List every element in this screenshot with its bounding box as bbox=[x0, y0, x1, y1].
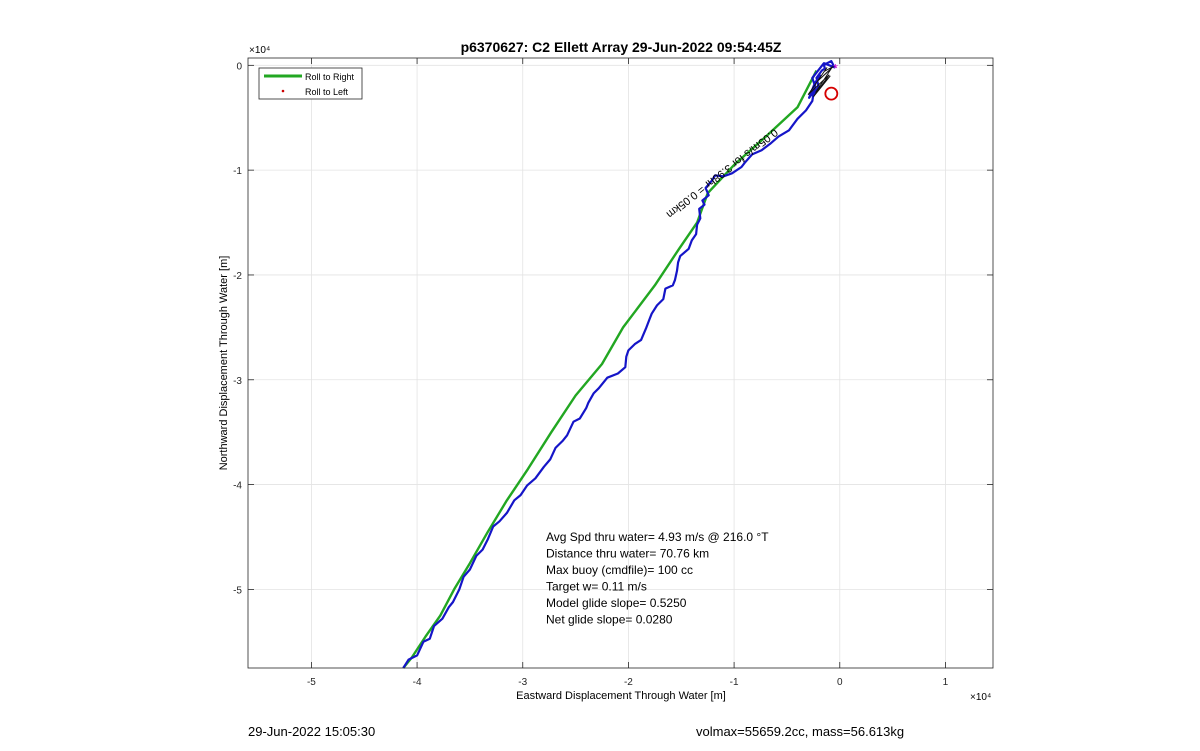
stats-line: Max buoy (cmdfile)= 100 cc bbox=[546, 563, 693, 577]
y-tick-label: -3 bbox=[233, 376, 242, 387]
legend-label-roll-left: Roll to Left bbox=[305, 87, 349, 97]
legend: Roll to Right Roll to Left bbox=[258, 67, 363, 100]
legend-swatch-roll-left bbox=[281, 89, 285, 93]
stats-line: Model glide slope= 0.5250 bbox=[546, 596, 687, 610]
x-tick-label: -2 bbox=[624, 677, 633, 688]
x-tick-label: 1 bbox=[943, 677, 949, 688]
footer-mass-info: volmax=55659.2cc, mass=56.613kg bbox=[696, 724, 905, 739]
x-tick-label: -4 bbox=[413, 677, 422, 688]
y-axis-label: Northward Displacement Through Water [m] bbox=[218, 256, 230, 471]
grid-lines bbox=[248, 58, 993, 668]
axes-background bbox=[248, 58, 993, 668]
x-tick-label: -1 bbox=[730, 677, 739, 688]
axes-box bbox=[247, 57, 994, 669]
legend-label-roll-right: Roll to Right bbox=[305, 72, 355, 82]
series-roll-to-right bbox=[402, 70, 818, 669]
x-axis-label: Eastward Displacement Through Water [m] bbox=[516, 690, 726, 702]
x-tick-label: 0 bbox=[837, 677, 843, 688]
stats-line: Avg Spd thru water= 4.93 m/s @ 216.0 °T bbox=[546, 530, 769, 544]
x-axis-exponent: ×10⁴ bbox=[970, 692, 991, 703]
axis-ticks: -5 -4 -3 -2 -1 0 1 0 -1 -2 -3 -4 -5 bbox=[233, 58, 993, 688]
y-tick-label: -5 bbox=[233, 585, 242, 596]
x-tick-label: -3 bbox=[518, 677, 527, 688]
y-tick-label: -4 bbox=[233, 481, 242, 492]
y-tick-label: 0 bbox=[236, 61, 242, 72]
stats-line: Target w= 0.11 m/s bbox=[546, 580, 647, 594]
plot-area: *0.05m/s for 3.98hr = 0.05km -5 -4 -3 -2 -1 0… bbox=[233, 57, 994, 688]
series-dive-cluster bbox=[807, 65, 834, 98]
chart-title: p6370627: C2 Ellett Array 29-Jun-2022 09… bbox=[461, 39, 782, 55]
legend-box bbox=[258, 67, 363, 100]
y-axis-exponent: ×10⁴ bbox=[249, 45, 270, 56]
footer-timestamp: 29-Jun-2022 15:05:30 bbox=[248, 724, 376, 739]
x-tick-label: -5 bbox=[307, 677, 316, 688]
series-track bbox=[402, 59, 836, 669]
stats-line: Distance thru water= 70.76 km bbox=[546, 547, 709, 561]
series-layer bbox=[402, 59, 836, 669]
start-marker-star: * bbox=[833, 61, 838, 75]
y-tick-label: -2 bbox=[233, 271, 242, 282]
stats-annotations: Avg Spd thru water= 4.93 m/s @ 216.0 °T D… bbox=[546, 530, 769, 627]
end-marker-circle bbox=[824, 86, 839, 101]
y-tick-label: -1 bbox=[233, 166, 242, 177]
stats-line: Net glide slope= 0.0280 bbox=[546, 613, 673, 627]
